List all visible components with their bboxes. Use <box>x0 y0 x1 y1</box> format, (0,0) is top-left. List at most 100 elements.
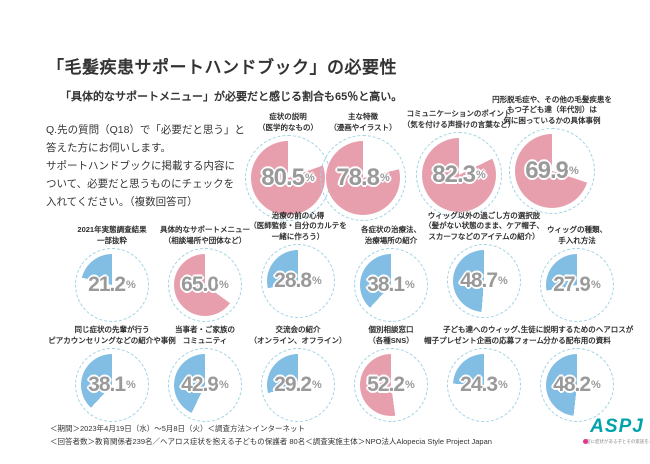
pie-slice <box>174 354 236 416</box>
pie-slice <box>515 134 589 208</box>
pie-label: 症状の説明 （医学的なもの） <box>258 112 318 132</box>
pie-slice <box>174 254 236 316</box>
pie-label: 当事者・ご家族の コミュニティ <box>175 325 235 345</box>
pie-chart: 42.9% <box>168 348 242 422</box>
pie-percent: 48.7% <box>460 269 508 292</box>
pie-dashed-ring <box>261 244 335 318</box>
pie-percent: 21.2% <box>88 273 136 296</box>
pie-dashed-ring <box>261 348 335 422</box>
pie-slice <box>360 354 422 416</box>
page-title: 「毛髪疾患サポートハンドブック」の必要性 <box>47 58 397 77</box>
pie-chart: 69.9% <box>509 128 595 214</box>
pie-chart: 28.8% <box>261 244 335 318</box>
question-text: Q.先の質問（Q18）で「必要だと思う」と 答えた方にお伺いします。 サポートハ… <box>46 124 245 209</box>
pie-cell: 各症状の治療法、 治療場所の紹介 38.1% <box>316 216 466 322</box>
pie-cell: 生徒に説明するためのヘアロスが 分かる配布用の資料 48.2% <box>502 316 650 422</box>
pie-percent: 29.2% <box>274 373 322 396</box>
pie-cell: ウィッグの種類、 手入れ方法 27.9% <box>502 216 650 322</box>
logo-dot-icon <box>583 439 588 444</box>
pie-cell: 個別相談窓口 （各種SNS） 52.2% <box>316 316 466 422</box>
pie-chart: 48.7% <box>447 244 521 318</box>
aspj-logo-text: ASPJ <box>590 416 644 437</box>
pie-label: 生徒に説明するためのヘアロスが 分かる配布用の資料 <box>520 325 634 345</box>
pie-label: 具体的なサポートメニュー （相談場所や団体など） <box>160 225 250 245</box>
pie-slice <box>546 354 608 416</box>
pie-slice <box>453 250 515 312</box>
pie-dashed-ring <box>168 248 242 322</box>
aspj-logo-tagline: 髪に症状がある子とその家族をハッピーにしたい団体 <box>586 439 650 444</box>
pie-label: ウィッグの種類、 手入れ方法 <box>547 225 607 245</box>
pie-label: 2021年実態調査結果 一部抜粋 <box>77 225 147 245</box>
pie-percent: 38.1% <box>367 273 415 296</box>
pie-slice <box>267 354 329 416</box>
pie-dashed-ring <box>509 128 595 214</box>
pie-dashed-ring <box>354 348 428 422</box>
pie-chart: 65.0% <box>168 248 242 322</box>
pie-cell: 主な特徴 （漫画やイラスト） 78.8% <box>288 103 438 221</box>
pie-percent: 52.2% <box>367 373 415 396</box>
pie-chart: 52.2% <box>354 348 428 422</box>
pie-cell: 同じ症状の先輩が行う ピアカウンセリングなどの紹介や事例 38.1% <box>37 316 187 422</box>
pie-slice <box>81 254 143 316</box>
pie-label: 子ども達へのウィッグ、 帽子プレゼント企画の応募フォーム <box>424 325 544 345</box>
pie-dashed-ring <box>416 132 502 218</box>
pie-dashed-ring <box>75 248 149 322</box>
pie-chart: 82.3% <box>416 132 502 218</box>
pie-label: 円形脱毛症や、その他の毛髪疾患を もつ子ども達（年代別）は 何に困っているかの具… <box>492 94 612 125</box>
pie-chart: 78.8% <box>320 135 406 221</box>
pie-cell: 円形脱毛症や、その他の毛髪疾患を もつ子ども達（年代別）は 何に困っているかの具… <box>477 94 627 214</box>
pie-dashed-ring <box>75 348 149 422</box>
pie-slice <box>326 141 400 215</box>
pie-slice <box>267 250 329 312</box>
pie-label: ウィッグ以外の過ごし方の選択肢 （髪がない状態のまま、ケア帽子、 スカーフなどの… <box>424 210 544 241</box>
pie-label: 主な特徴 （漫画やイラスト） <box>329 112 397 132</box>
pie-label: コミュニケーションのポイント （気を付ける声掛けの言葉など） <box>402 109 516 129</box>
pie-dashed-ring <box>447 244 521 318</box>
pie-cell: 子ども達へのウィッグ、 帽子プレゼント企画の応募フォーム 24.3% <box>409 316 559 422</box>
pie-label: 交流会の紹介 （オンライン、オフライン） <box>249 325 347 345</box>
pie-percent: 42.9% <box>181 373 229 396</box>
pie-chart: 80.5% <box>245 135 331 221</box>
pie-cell: 症状の説明 （医学的なもの） 80.5% <box>213 103 363 221</box>
pie-slice <box>546 254 608 316</box>
pie-slice <box>81 354 143 416</box>
pie-chart: 38.1% <box>75 348 149 422</box>
pie-percent: 69.9% <box>525 157 579 184</box>
pie-chart: 24.3% <box>447 348 521 422</box>
pie-chart: 21.2% <box>75 248 149 322</box>
pie-dashed-ring <box>447 348 521 422</box>
aspj-logo: ASPJ 髪に症状がある子とその家族をハッピーにしたい団体 <box>583 416 650 445</box>
pie-cell: ウィッグ以外の過ごし方の選択肢 （髪がない状態のまま、ケア帽子、 スカーフなどの… <box>409 210 559 318</box>
pie-percent: 27.9% <box>553 273 601 296</box>
pie-percent: 38.1% <box>88 373 136 396</box>
pie-dashed-ring <box>168 348 242 422</box>
pie-chart: 27.9% <box>540 248 614 322</box>
pie-percent: 28.8% <box>274 269 322 292</box>
pie-cell: コミュニケーションのポイント （気を付ける声掛けの言葉など） 82.3% <box>384 100 534 218</box>
pie-chart: 48.2% <box>540 348 614 422</box>
survey-footnote: ＜期間＞2023年4月19日（水）～5月8日（火）＜調査方法＞インターネット ＜… <box>50 424 492 446</box>
pie-cell: 具体的なサポートメニュー （相談場所や団体など） 65.0% <box>130 216 280 322</box>
pie-chart: 29.2% <box>261 348 335 422</box>
pie-chart: 38.1% <box>354 248 428 322</box>
pie-percent: 80.5% <box>261 164 315 191</box>
pie-slice <box>251 141 325 215</box>
pie-percent: 78.8% <box>336 164 390 191</box>
pie-percent: 24.3% <box>460 373 508 396</box>
pie-label: 個別相談窓口 （各種SNS） <box>368 325 414 345</box>
pie-percent: 48.2% <box>553 373 601 396</box>
pie-cell: 交流会の紹介 （オンライン、オフライン） 29.2% <box>223 316 373 422</box>
pie-label: 同じ症状の先輩が行う ピアカウンセリングなどの紹介や事例 <box>48 325 176 345</box>
pie-dashed-ring <box>320 135 406 221</box>
pie-slice <box>453 354 515 416</box>
pie-slice <box>422 138 496 212</box>
pie-cell: 当事者・ご家族の コミュニティ 42.9% <box>130 316 280 422</box>
subtitle: 「具体的なサポートメニュー」が必要だと感じる割合も65％と高い。 <box>60 91 403 103</box>
pie-dashed-ring <box>540 348 614 422</box>
pie-label: 治療の前の心得 （医師監修・自分のカルテを 一緒に作ろう） <box>249 210 347 241</box>
pie-label: 各症状の治療法、 治療場所の紹介 <box>361 225 421 245</box>
pie-dashed-ring <box>540 248 614 322</box>
pie-cell: 治療の前の心得 （医師監修・自分のカルテを 一緒に作ろう） 28.8% <box>223 210 373 318</box>
pie-slice <box>360 254 422 316</box>
